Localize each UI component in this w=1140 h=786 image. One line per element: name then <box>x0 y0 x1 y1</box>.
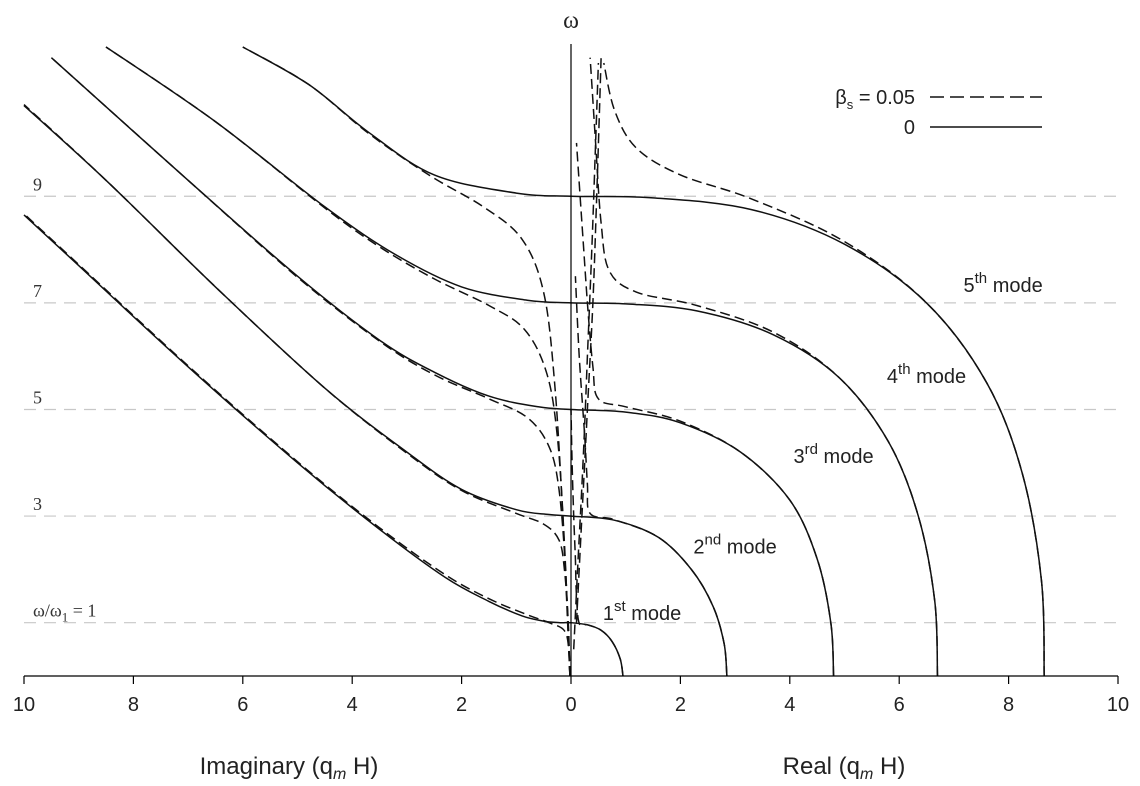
y-tick-label: ω/ω1 = 1 <box>33 601 96 625</box>
x-tick-label: 4 <box>347 694 358 716</box>
mode-labels: 1st mode 2nd mode 3rd mode 4th mode 5th mode <box>603 270 1043 625</box>
legend-label-damped: βs = 0.05 <box>835 87 915 112</box>
real-sub: m <box>860 766 873 783</box>
x-tick-label: 2 <box>456 694 467 716</box>
undamped-mode-curve <box>242 46 1045 677</box>
x-tick-label: 10 <box>1107 694 1129 716</box>
mode-label: 3rd mode <box>794 441 874 468</box>
y-tick-label: 3 <box>33 494 42 514</box>
damped-mode-curve <box>575 142 835 677</box>
x-tick-label: 2 <box>675 694 686 716</box>
x-tick-label: 8 <box>128 694 139 716</box>
damped-mode-curve <box>575 57 602 623</box>
axes <box>24 44 1118 677</box>
x-axis-label-imaginary: Imaginary (qm H) <box>200 753 379 783</box>
legend: βs = 0.05 0 <box>835 87 1042 139</box>
x-tick-label: 4 <box>784 694 795 716</box>
y-tick-labels: 9 7 5 3 ω/ω1 = 1 <box>33 174 96 624</box>
imag-sub: m <box>333 766 346 783</box>
undamped-mode-curve <box>50 57 835 677</box>
damped-mode-curve <box>589 57 939 677</box>
damped-mode-curve <box>572 62 600 650</box>
x-axis-ticks: 10 8 6 4 2 0 2 4 6 8 10 <box>13 676 1129 716</box>
mode-curves <box>23 46 1045 677</box>
damped-mode-curve <box>603 62 1045 677</box>
undamped-mode-curve <box>23 105 728 677</box>
mode-label: 2nd mode <box>693 531 776 558</box>
y-tick-label: 9 <box>33 174 42 194</box>
y-tick-label: 7 <box>33 281 42 301</box>
damped-mode-curve <box>574 276 728 677</box>
undamped-mode-curve <box>23 214 624 677</box>
y-tick-label: 5 <box>33 387 42 407</box>
x-tick-label: 10 <box>13 694 35 716</box>
damped-mode-curve <box>105 46 571 677</box>
damped-mode-curve <box>570 409 624 677</box>
damped-mode-curve <box>50 57 571 677</box>
x-tick-label: 8 <box>1003 694 1014 716</box>
legend-label-undamped: 0 <box>904 117 915 139</box>
y-axis-symbol: ω <box>563 8 579 34</box>
x-tick-label: 0 <box>565 694 576 716</box>
damped-mode-curve <box>242 46 571 677</box>
x-tick-label: 6 <box>237 694 248 716</box>
mode-label: 4th mode <box>887 361 966 388</box>
damped-mode-curve <box>23 213 571 677</box>
mode-label: 5th mode <box>964 270 1043 297</box>
x-tick-label: 6 <box>894 694 905 716</box>
x-axis-label-real: Real (qm H) <box>783 753 906 783</box>
undamped-mode-curve <box>105 46 939 677</box>
mode-label: 1st mode <box>603 598 681 625</box>
damped-mode-curve <box>23 104 571 677</box>
